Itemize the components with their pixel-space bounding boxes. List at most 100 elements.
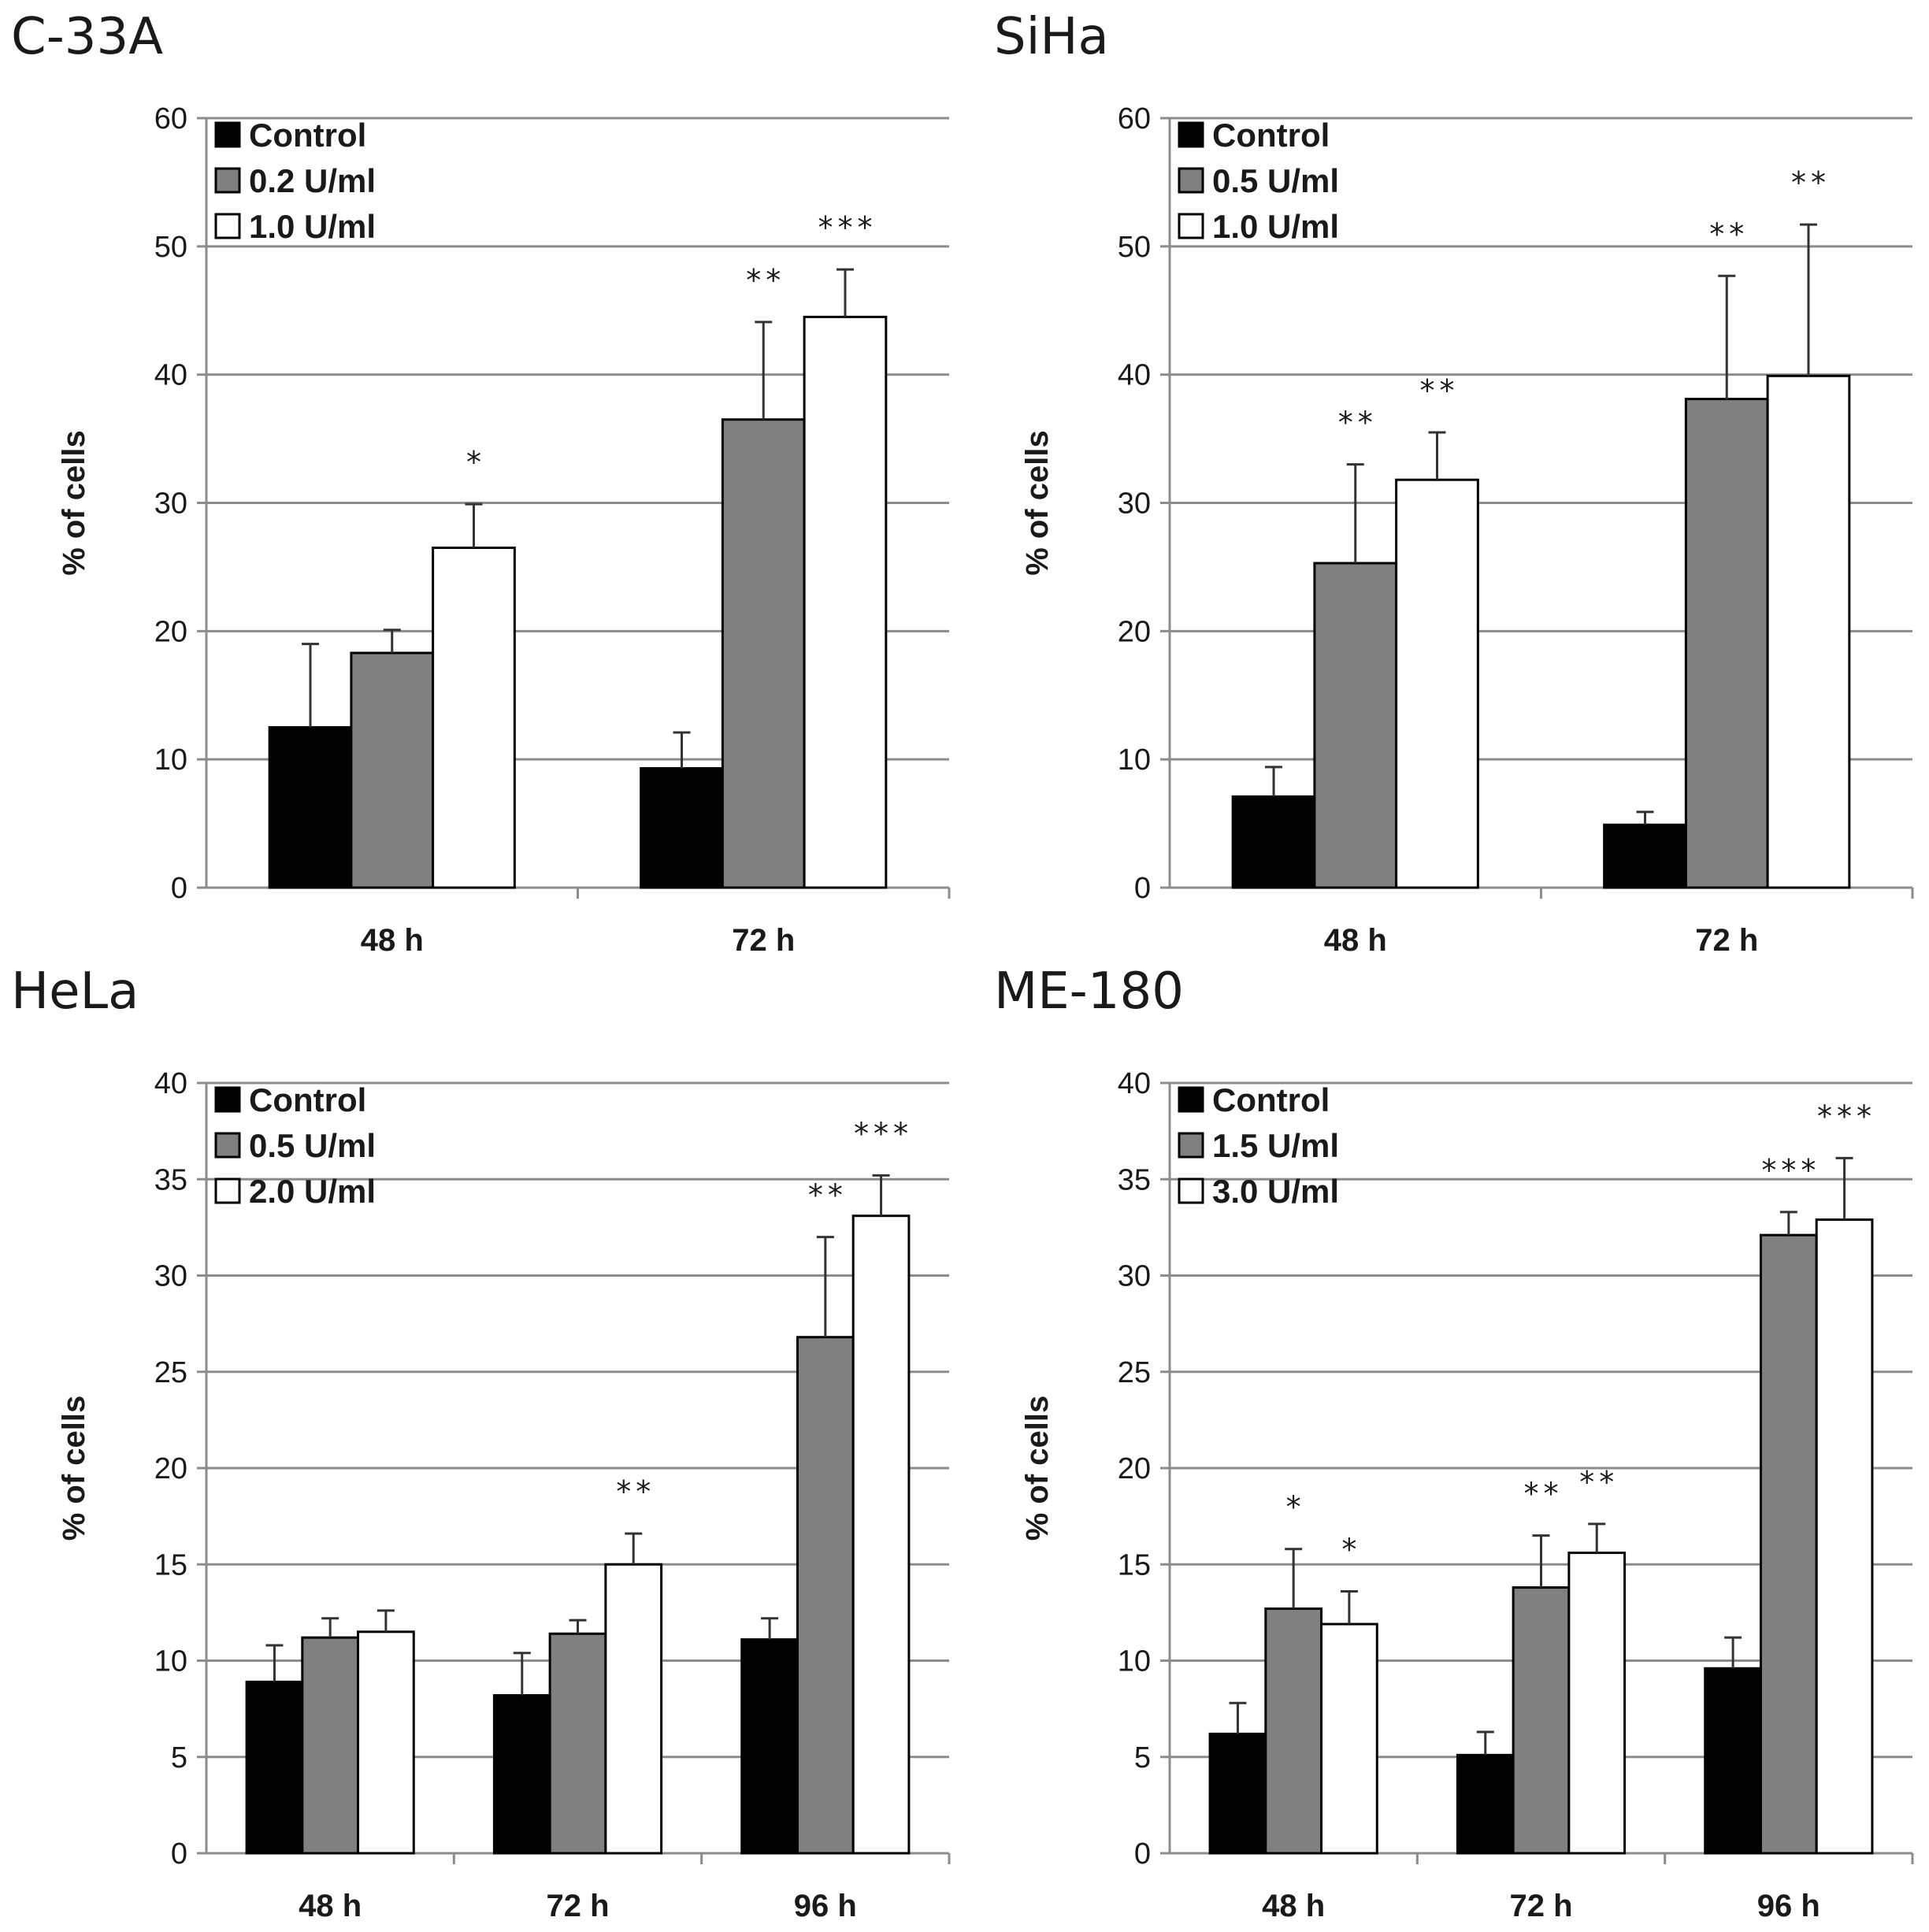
bar (245, 1680, 304, 1855)
bar (1313, 562, 1398, 889)
y-tick-label: 35 (1118, 1163, 1151, 1196)
y-tick-label: 20 (154, 1452, 187, 1485)
y-tick-label: 15 (154, 1548, 187, 1582)
legend-swatch (1178, 1132, 1204, 1159)
legend-label: 0.2 U/ml (249, 162, 376, 199)
x-tick-label: 72 h (1695, 923, 1758, 958)
legend-swatch (214, 1177, 241, 1204)
y-axis-label: % of cells (1020, 430, 1055, 576)
y-tick-label: 30 (154, 1260, 187, 1293)
bar (1766, 374, 1851, 889)
bar (640, 767, 724, 889)
panel-title-hela: HeLa (11, 962, 139, 1021)
y-tick-label: 10 (154, 1645, 187, 1678)
y-tick-label: 35 (154, 1163, 187, 1196)
y-tick-label: 5 (171, 1741, 187, 1774)
bar (432, 546, 516, 889)
legend-swatch (214, 213, 241, 239)
bar (796, 1336, 855, 1855)
significance-label: ** (808, 1178, 848, 1213)
legend-swatch (214, 1086, 241, 1113)
legend-swatch (1178, 1177, 1204, 1204)
y-tick-label: 10 (1118, 1645, 1151, 1678)
bar (1759, 1233, 1818, 1855)
y-tick-label: 0 (1134, 1837, 1151, 1871)
panel-title-c33a: C-33A (11, 8, 163, 66)
y-tick-label: 60 (1118, 102, 1151, 135)
bar (721, 418, 806, 889)
panel-title-me180: ME-180 (994, 962, 1184, 1021)
x-tick-label: 72 h (1509, 1889, 1572, 1923)
bar (1603, 823, 1687, 889)
y-tick-label: 30 (1118, 488, 1151, 521)
y-tick-label: 15 (1118, 1548, 1151, 1582)
y-tick-label: 40 (1118, 1067, 1151, 1100)
y-tick-label: 5 (1134, 1741, 1151, 1774)
y-axis-label: % of cells (57, 1396, 91, 1541)
legend-swatch (1178, 213, 1204, 239)
bar (1320, 1622, 1378, 1855)
y-tick-label: 10 (1118, 744, 1151, 777)
y-axis-label: % of cells (1020, 1396, 1055, 1541)
y-axis-label: % of cells (57, 430, 91, 576)
legend-label: Control (1212, 117, 1330, 154)
bar (604, 1563, 663, 1855)
significance-label: *** (1761, 1153, 1820, 1188)
y-tick-label: 30 (1118, 1260, 1151, 1293)
legend-swatch (1178, 121, 1204, 148)
significance-label: *** (854, 1116, 913, 1151)
significance-label: *** (818, 210, 877, 245)
x-tick-label: 96 h (1757, 1889, 1820, 1923)
legend-label: Control (249, 117, 366, 154)
significance-label: ** (616, 1474, 655, 1509)
bar (357, 1630, 415, 1855)
bar (1567, 1552, 1627, 1855)
bar (740, 1638, 799, 1855)
bar (350, 651, 435, 889)
bar (803, 315, 888, 889)
y-tick-label: 25 (154, 1356, 187, 1389)
y-tick-label: 50 (1118, 231, 1151, 264)
significance-label: ** (1709, 217, 1749, 251)
legend-label: 2.0 U/ml (249, 1173, 376, 1210)
chart-panel-2: 0 5 10 15 20 25 30 35 40 % of cells 48 h 72 h ** 96 h… (57, 1067, 951, 1923)
y-tick-label: 60 (154, 102, 187, 135)
legend-label: Control (1212, 1081, 1330, 1118)
legend-label: 1.5 U/ml (1212, 1127, 1339, 1164)
legend-label: 3.0 U/ml (1212, 1173, 1339, 1210)
legend-swatch (1178, 1086, 1204, 1113)
y-tick-label: 30 (154, 488, 187, 521)
bar (1264, 1607, 1323, 1855)
chart-panel-1: 0 10 20 30 40 50 60 % of cells 48 h ** ** 72 h ** ** C… (1020, 102, 1914, 958)
bar (1815, 1218, 1874, 1855)
y-tick-label: 40 (1118, 359, 1151, 392)
significance-label: * (1341, 1532, 1361, 1567)
bar (548, 1632, 607, 1855)
y-tick-label: 10 (154, 744, 187, 777)
bar (301, 1636, 360, 1855)
x-tick-label: 48 h (299, 1889, 362, 1923)
significance-label: ** (1338, 406, 1378, 440)
significance-label: ** (1791, 165, 1831, 200)
x-tick-label: 48 h (361, 923, 424, 958)
y-tick-label: 50 (154, 231, 187, 264)
legend-label: 1.0 U/ml (1212, 208, 1339, 245)
bar (1512, 1586, 1571, 1855)
bar (1456, 1753, 1515, 1855)
significance-label: *** (1817, 1099, 1876, 1133)
y-tick-label: 20 (1118, 615, 1151, 648)
bar (1704, 1667, 1762, 1855)
y-tick-label: 25 (1118, 1356, 1151, 1389)
y-tick-label: 0 (171, 872, 187, 905)
y-tick-label: 0 (171, 1837, 187, 1871)
bar (1684, 398, 1769, 889)
legend-swatch (214, 121, 241, 148)
x-tick-label: 72 h (732, 923, 795, 958)
bar (268, 725, 353, 889)
x-tick-label: 48 h (1262, 1889, 1325, 1923)
bar (1208, 1732, 1267, 1855)
significance-label: ** (1579, 1465, 1619, 1500)
